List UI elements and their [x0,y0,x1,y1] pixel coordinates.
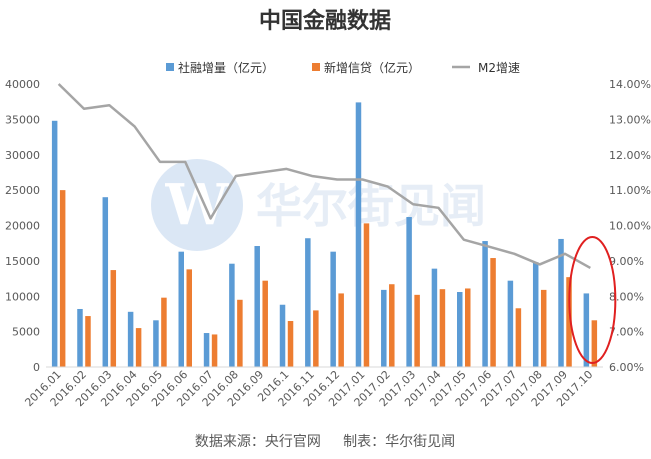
watermark: W 华尔街见闻 [151,159,486,251]
right-tick-label: 9.00% [609,255,644,268]
right-tick-label: 12.00% [609,149,651,162]
bar-social-financing [381,289,387,367]
left-axis: 0 5000 10000 15000 20000 25000 30000 35000 40000 [5,78,40,374]
bar-social-financing [507,280,514,367]
legend-label: 社融增量（亿元） [178,60,274,75]
left-tick-label: 15000 [5,255,40,268]
bar-new-loans [85,316,91,367]
chart-title: 中国金融数据 [259,8,391,34]
right-tick-label: 14.00% [609,78,651,91]
bar-new-loans [161,297,167,367]
bar-new-loans [515,308,522,367]
bar-new-loans [211,334,218,367]
bar-social-financing [102,197,109,367]
bar-new-loans [135,328,142,367]
legend-social-financing: 社融增量（亿元） [166,60,274,75]
x-axis: 2016.012016.022016.032016.042016.052016.… [22,366,603,409]
bar-new-loans [490,258,496,367]
bar-social-financing [482,241,488,367]
bar-new-loans [540,289,547,367]
right-tick-label: 13.00% [609,113,651,126]
watermark-logo-icon [151,159,243,251]
legend-label: M2增速 [478,61,520,75]
bar-social-financing [51,120,58,367]
bar-new-loans [566,277,572,367]
left-tick-label: 10000 [5,290,40,303]
bar-new-loans [262,280,268,367]
right-tick-label: 10.00% [609,220,651,233]
right-tick-label: 11.00% [609,184,651,197]
left-tick-label: 35000 [5,113,40,126]
m2-line [57,83,591,270]
bar-social-financing [558,238,564,367]
watermark-text: 华尔街见闻 [256,179,486,233]
bar-social-financing [532,262,539,367]
bar-social-financing [583,293,590,367]
bar-new-loans [237,299,243,367]
bar-social-financing [457,292,463,367]
bar-social-financing [406,217,412,367]
bar-social-financing [330,251,336,367]
legend-label: 新增信贷（亿元） [324,60,420,75]
bar-social-financing [153,320,159,367]
bar-social-financing [305,238,311,367]
bar-social-financing [279,304,286,367]
bar-new-loans [313,310,319,367]
bar-social-financing [203,333,210,367]
bar-social-financing [77,308,83,367]
bar-new-loans [59,190,66,367]
highlight [568,236,617,364]
bar-social-financing [178,251,184,367]
right-tick-label: 8.00% [609,290,644,303]
bar-new-loans [414,294,420,367]
left-tick-label: 40000 [5,78,40,91]
bar-new-loans [465,288,471,367]
bar-new-loans [363,223,370,367]
bar-new-loans [186,269,192,367]
left-tick-label: 25000 [5,184,40,197]
legend-swatch [166,63,174,71]
right-tick-label: 7.00% [609,326,644,339]
m2-growth-line [57,83,591,270]
legend-swatch [312,63,320,71]
right-tick-label: 6.00% [609,361,644,374]
bar-social-financing [355,102,362,368]
bar-new-loans [439,289,446,367]
bar-new-loans [110,270,117,367]
left-tick-label: 0 [33,361,40,374]
bar-new-loans [338,293,344,367]
legend-new-loans: 新增信贷（亿元） [312,60,420,75]
bar-social-financing [229,263,235,367]
bar-social-financing [127,311,134,367]
footer-source: 数据来源：央行官网 制表：华尔街见闻 [195,434,455,450]
left-tick-label: 5000 [12,326,40,339]
bar-new-loans [389,284,395,367]
bar-new-loans [287,321,294,367]
bar-social-financing [254,246,260,367]
bar-new-loans [591,320,598,367]
legend-m2-growth: M2增速 [452,61,520,75]
left-tick-label: 30000 [5,149,40,162]
left-tick-label: 20000 [5,220,40,233]
bar-social-financing [431,268,438,367]
highlight-ellipse [568,236,617,364]
legend: 社融增量（亿元） 新增信贷（亿元） M2增速 [166,60,520,75]
bars [51,102,598,368]
right-axis: 6.00% 7.00% 8.00% 9.00% 10.00% 11.00% 12.00% 13… [609,78,651,374]
